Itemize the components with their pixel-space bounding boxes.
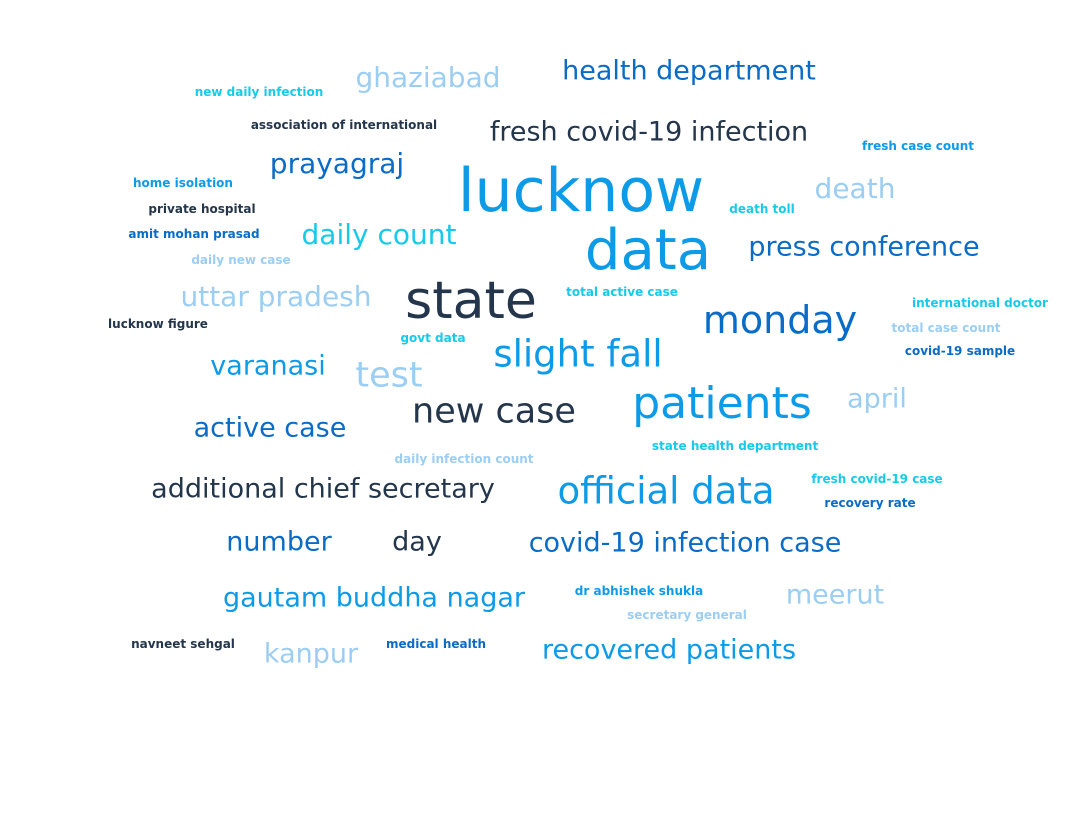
word-health-department: health department: [562, 55, 816, 87]
word-new-case: new case: [412, 391, 576, 432]
word-total-active-case: total active case: [566, 285, 678, 299]
word-official-data: official data: [557, 469, 775, 513]
word-death-toll: death toll: [729, 202, 795, 216]
word-state-health-department: state health department: [651, 439, 819, 453]
word-dr-abhishek-shukla: dr abhishek shukla: [574, 584, 704, 598]
word-death: death: [814, 172, 896, 205]
word-lucknow-figure: lucknow figure: [108, 317, 208, 331]
word-data: data: [584, 218, 712, 283]
word-meerut: meerut: [785, 579, 885, 611]
word-uttar-pradesh: uttar pradesh: [180, 280, 372, 313]
word-daily-count: daily count: [301, 218, 457, 251]
word-secretary-general: secretary general: [627, 608, 747, 622]
word-recovery-rate: recovery rate: [824, 496, 916, 510]
word-amit-mohan-prasad: amit mohan prasad: [128, 227, 260, 241]
word-state: state: [405, 271, 537, 331]
word-daily-new-case: daily new case: [191, 253, 291, 267]
word-ghaziabad: ghaziabad: [355, 61, 501, 94]
word-slight-fall: slight fall: [493, 332, 663, 376]
word-govt-data: govt data: [400, 331, 466, 345]
word-prayagraj: prayagraj: [269, 147, 405, 180]
word-daily-infection-count: daily infection count: [394, 452, 534, 466]
word-fresh-covid-19-infection: fresh covid-19 infection: [489, 116, 809, 148]
word-total-case-count: total case count: [891, 321, 1001, 335]
word-number: number: [226, 526, 332, 558]
word-new-daily-infection: new daily infection: [194, 85, 324, 99]
word-lucknow: lucknow: [457, 156, 705, 226]
word-international-doctor: international doctor: [912, 296, 1048, 310]
word-kanpur: kanpur: [263, 638, 359, 670]
word-april: april: [847, 383, 907, 415]
word-monday: monday: [702, 298, 858, 342]
word-home-isolation: home isolation: [133, 176, 233, 190]
word-medical-health: medical health: [385, 637, 487, 651]
word-active-case: active case: [193, 412, 347, 444]
word-covid-19-sample: covid-19 sample: [904, 344, 1016, 358]
word-fresh-covid-19-case: fresh covid-19 case: [811, 472, 943, 486]
word-gautam-buddha-nagar: gautam buddha nagar: [222, 582, 526, 614]
word-patients: patients: [632, 378, 812, 429]
word-association-of-international: association of international: [250, 118, 438, 132]
word-fresh-case-count: fresh case count: [862, 139, 974, 153]
word-test: test: [355, 355, 423, 396]
word-day: day: [392, 526, 442, 558]
word-press-conference: press conference: [748, 231, 980, 263]
word-navneet-sehgal: navneet sehgal: [131, 637, 235, 651]
word-additional-chief-secretary: additional chief secretary: [151, 473, 495, 505]
word-varanasi: varanasi: [210, 350, 326, 382]
word-recovered-patients: recovered patients: [541, 634, 797, 666]
word-covid-19-infection-case: covid-19 infection case: [528, 527, 842, 559]
word-private-hospital: private hospital: [148, 202, 256, 216]
